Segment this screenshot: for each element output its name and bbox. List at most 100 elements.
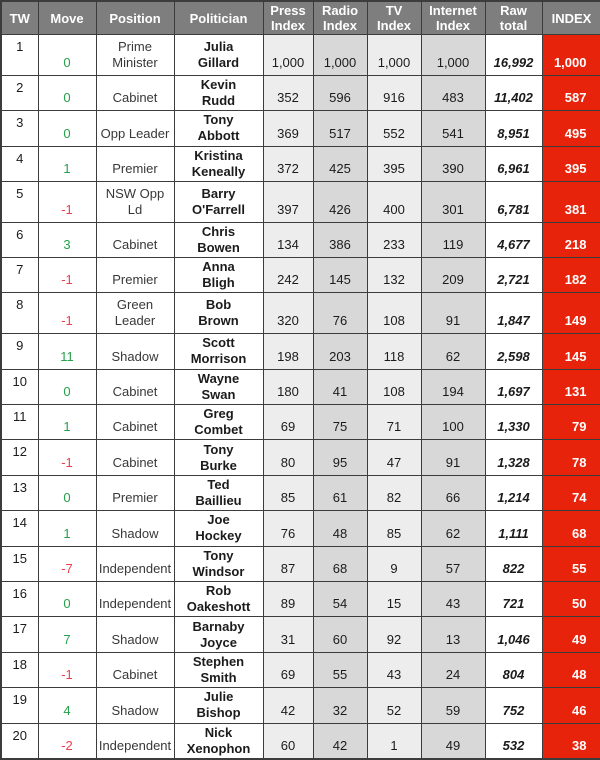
politician-name-line: Greg: [203, 406, 234, 422]
table-header: TW Move Position Politician Press Index …: [0, 0, 600, 35]
politician-cell: Barnaby Joyce: [173, 616, 264, 653]
raw-total-cell: 16,992: [484, 34, 543, 76]
table-row: 15 -7 Independent Tony Windsor 87 68 9 57 822 55: [0, 545, 600, 582]
press-index-cell: 31: [262, 616, 314, 653]
politician-cell: Chris Bowen: [173, 221, 264, 259]
internet-index-cell: 57: [420, 545, 486, 582]
move-cell: 0: [37, 474, 97, 512]
internet-index-cell: 62: [420, 510, 486, 547]
internet-index-cell: 541: [420, 110, 486, 147]
politician-name-line: Rob: [205, 583, 232, 599]
politician-cell: Tony Abbott: [173, 110, 264, 147]
position-cell: Independent: [95, 722, 175, 760]
politician-name-line: Keneally: [191, 163, 246, 179]
press-index-cell: 69: [262, 403, 314, 441]
rank-cell: 13: [0, 474, 39, 512]
press-index-cell: 320: [262, 292, 314, 335]
table-row: 14 1 Shadow Joe Hockey 76 48 85 62 1,111 68: [0, 510, 600, 547]
rank-cell: 4: [0, 145, 39, 182]
politician-cell: Kristina Keneally: [173, 145, 264, 182]
rank-cell: 20: [0, 722, 39, 760]
position-cell: NSW Opp Ld: [95, 180, 175, 223]
politician-cell: Barry O'Farrell: [173, 180, 264, 223]
politician-name-line: O'Farrell: [192, 201, 245, 217]
move-cell: 0: [37, 580, 97, 618]
move-cell: 0: [37, 110, 97, 147]
tv-index-cell: 43: [366, 651, 422, 689]
table-row: 5 -1 NSW Opp Ld Barry O'Farrell 397 426 400 301 6…: [0, 180, 600, 223]
press-index-cell: 397: [262, 180, 314, 223]
internet-index-cell: 483: [420, 74, 486, 112]
radio-index-cell: 41: [312, 368, 368, 405]
index-cell: 68: [541, 510, 600, 547]
press-index-cell: 352: [262, 74, 314, 112]
politician-name-line: Combet: [194, 422, 243, 438]
raw-total-cell: 8,951: [484, 110, 543, 147]
internet-index-cell: 43: [420, 580, 486, 618]
move-cell: 11: [37, 333, 97, 370]
internet-index-cell: 91: [420, 292, 486, 335]
politician-cell: Anna Bligh: [173, 257, 264, 294]
position-cell: Independent: [95, 545, 175, 582]
press-index-cell: 69: [262, 651, 314, 689]
rank-cell: 15: [0, 545, 39, 582]
col-header-raw-total: Raw total: [484, 0, 543, 35]
politician-name-line: Wayne: [197, 370, 240, 386]
index-cell: 38: [541, 722, 600, 760]
position-cell: Cabinet: [95, 439, 175, 476]
table-row: 18 -1 Cabinet Stephen Smith 69 55 43 24 804 48: [0, 651, 600, 689]
move-cell: 1: [37, 403, 97, 441]
press-index-cell: 180: [262, 368, 314, 405]
raw-total-cell: 2,598: [484, 333, 543, 370]
tv-index-cell: 400: [366, 180, 422, 223]
position-cell: Cabinet: [95, 368, 175, 405]
radio-index-cell: 95: [312, 439, 368, 476]
tv-index-cell: 82: [366, 474, 422, 512]
raw-total-cell: 1,214: [484, 474, 543, 512]
politician-name-line: Tony: [203, 112, 234, 128]
move-cell: -1: [37, 439, 97, 476]
tv-index-cell: 108: [366, 368, 422, 405]
move-cell: -1: [37, 180, 97, 223]
press-index-cell: 76: [262, 510, 314, 547]
position-cell: Green Leader: [95, 292, 175, 335]
table-row: 12 -1 Cabinet Tony Burke 80 95 47 91 1,328 78: [0, 439, 600, 476]
move-value: -1: [61, 454, 73, 470]
move-value: -1: [61, 201, 73, 217]
tv-index-cell: 233: [366, 221, 422, 259]
position-cell: Premier: [95, 145, 175, 182]
move-cell: 0: [37, 74, 97, 112]
press-index-cell: 85: [262, 474, 314, 512]
internet-index-cell: 100: [420, 403, 486, 441]
move-value: 7: [63, 631, 71, 647]
col-header-tw: TW: [0, 0, 39, 35]
col-header-internet: Internet Index: [420, 0, 486, 35]
position-cell: Shadow: [95, 616, 175, 653]
politician-name-line: Barnaby: [192, 618, 245, 634]
move-value: -2: [61, 738, 73, 753]
politician-name-line: Abbott: [197, 128, 240, 144]
internet-index-cell: 1,000: [420, 34, 486, 76]
internet-index-cell: 59: [420, 687, 486, 724]
politician-name-line: Julie: [203, 689, 234, 705]
rank-cell: 5: [0, 180, 39, 223]
politician-name-line: Julia: [203, 38, 234, 54]
press-index-cell: 60: [262, 722, 314, 760]
index-cell: 587: [541, 74, 600, 112]
politician-cell: Julia Gillard: [173, 34, 264, 76]
move-cell: 1: [37, 510, 97, 547]
col-header-move: Move: [37, 0, 97, 35]
tv-index-cell: 552: [366, 110, 422, 147]
politician-cell: Joe Hockey: [173, 510, 264, 547]
index-cell: 1,000: [541, 34, 600, 76]
move-value: 11: [60, 348, 74, 364]
move-value: 0: [63, 54, 71, 70]
position-cell: Cabinet: [95, 74, 175, 112]
tv-index-cell: 118: [366, 333, 422, 370]
move-cell: -7: [37, 545, 97, 582]
raw-total-cell: 1,328: [484, 439, 543, 476]
table-row: 9 11 Shadow Scott Morrison 198 203 118 62 2,598 14…: [0, 333, 600, 370]
radio-index-cell: 48: [312, 510, 368, 547]
rank-cell: 2: [0, 74, 39, 112]
table-row: 17 7 Shadow Barnaby Joyce 31 60 92 13 1,046 49: [0, 616, 600, 653]
